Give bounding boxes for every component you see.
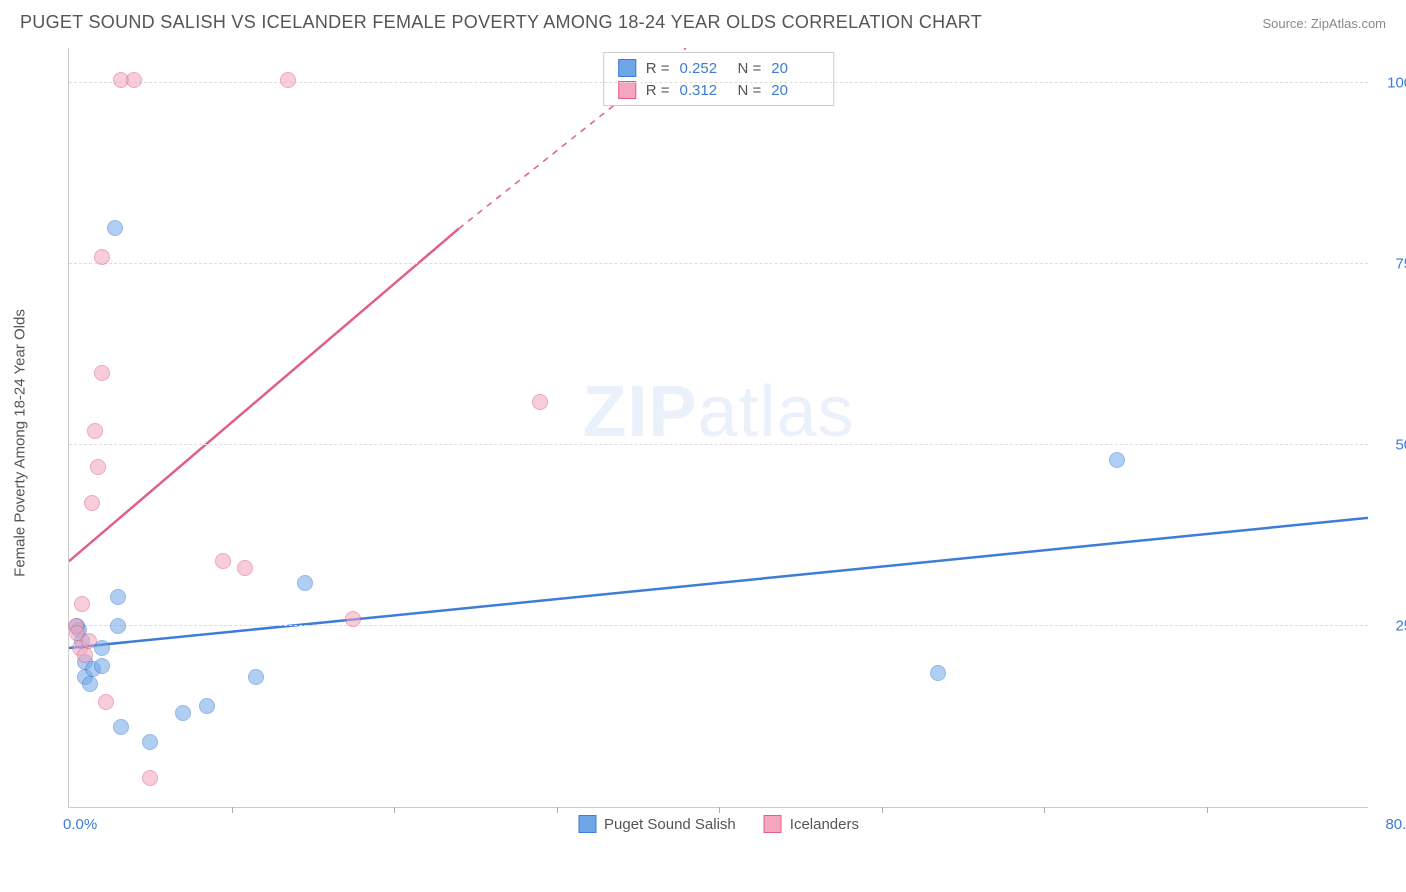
data-point-puget bbox=[930, 665, 946, 681]
watermark-text: ZIPatlas bbox=[582, 371, 854, 453]
gridline-horizontal bbox=[69, 444, 1368, 445]
data-point-puget bbox=[113, 719, 129, 735]
series-legend: Puget Sound Salish Icelanders bbox=[578, 815, 859, 833]
data-point-icelanders bbox=[77, 647, 93, 663]
source-attribution: Source: ZipAtlas.com bbox=[1262, 16, 1386, 31]
y-tick-label: 100.0% bbox=[1387, 75, 1406, 92]
data-point-puget bbox=[1109, 452, 1125, 468]
legend-item-puget: Puget Sound Salish bbox=[578, 815, 736, 833]
data-point-icelanders bbox=[126, 72, 142, 88]
y-tick-label: 50.0% bbox=[1395, 437, 1406, 454]
x-tick-mark bbox=[394, 807, 395, 813]
swatch-icelanders bbox=[618, 81, 636, 99]
data-point-puget bbox=[199, 698, 215, 714]
scatter-plot: ZIPatlas R = 0.252 N = 20 R = 0.312 N = … bbox=[68, 48, 1368, 808]
data-point-icelanders bbox=[142, 770, 158, 786]
data-point-puget bbox=[175, 705, 191, 721]
x-tick-min: 0.0% bbox=[63, 816, 97, 833]
x-tick-mark bbox=[557, 807, 558, 813]
chart-title: PUGET SOUND SALISH VS ICELANDER FEMALE P… bbox=[20, 12, 982, 33]
swatch-puget bbox=[578, 815, 596, 833]
data-point-icelanders bbox=[98, 694, 114, 710]
chart-container: Female Poverty Among 18-24 Year Olds ZIP… bbox=[50, 48, 1386, 838]
data-point-icelanders bbox=[280, 72, 296, 88]
x-tick-max: 80.0% bbox=[1385, 816, 1406, 833]
data-point-puget bbox=[82, 676, 98, 692]
swatch-puget bbox=[618, 59, 636, 77]
data-point-puget bbox=[248, 669, 264, 685]
gridline-horizontal bbox=[69, 625, 1368, 626]
y-axis-label: Female Poverty Among 18-24 Year Olds bbox=[12, 309, 29, 577]
data-point-puget bbox=[107, 220, 123, 236]
data-point-icelanders bbox=[74, 596, 90, 612]
swatch-icelanders bbox=[764, 815, 782, 833]
data-point-icelanders bbox=[94, 365, 110, 381]
x-tick-mark bbox=[1207, 807, 1208, 813]
gridline-horizontal bbox=[69, 82, 1368, 83]
data-point-puget bbox=[110, 589, 126, 605]
data-point-puget bbox=[110, 618, 126, 634]
data-point-icelanders bbox=[90, 459, 106, 475]
stats-row-puget: R = 0.252 N = 20 bbox=[604, 57, 834, 79]
x-tick-mark bbox=[719, 807, 720, 813]
trendlines-svg bbox=[69, 48, 1368, 807]
x-tick-mark bbox=[232, 807, 233, 813]
x-tick-mark bbox=[1044, 807, 1045, 813]
data-point-icelanders bbox=[345, 611, 361, 627]
data-point-puget bbox=[297, 575, 313, 591]
data-point-icelanders bbox=[81, 633, 97, 649]
data-point-icelanders bbox=[532, 394, 548, 410]
data-point-puget bbox=[94, 658, 110, 674]
x-tick-mark bbox=[882, 807, 883, 813]
data-point-icelanders bbox=[87, 423, 103, 439]
data-point-puget bbox=[142, 734, 158, 750]
y-tick-label: 75.0% bbox=[1395, 256, 1406, 273]
data-point-icelanders bbox=[237, 560, 253, 576]
gridline-horizontal bbox=[69, 263, 1368, 264]
data-point-icelanders bbox=[84, 495, 100, 511]
data-point-icelanders bbox=[215, 553, 231, 569]
y-tick-label: 25.0% bbox=[1395, 618, 1406, 635]
stats-legend: R = 0.252 N = 20 R = 0.312 N = 20 bbox=[603, 52, 835, 106]
data-point-icelanders bbox=[94, 249, 110, 265]
legend-item-icelanders: Icelanders bbox=[764, 815, 859, 833]
